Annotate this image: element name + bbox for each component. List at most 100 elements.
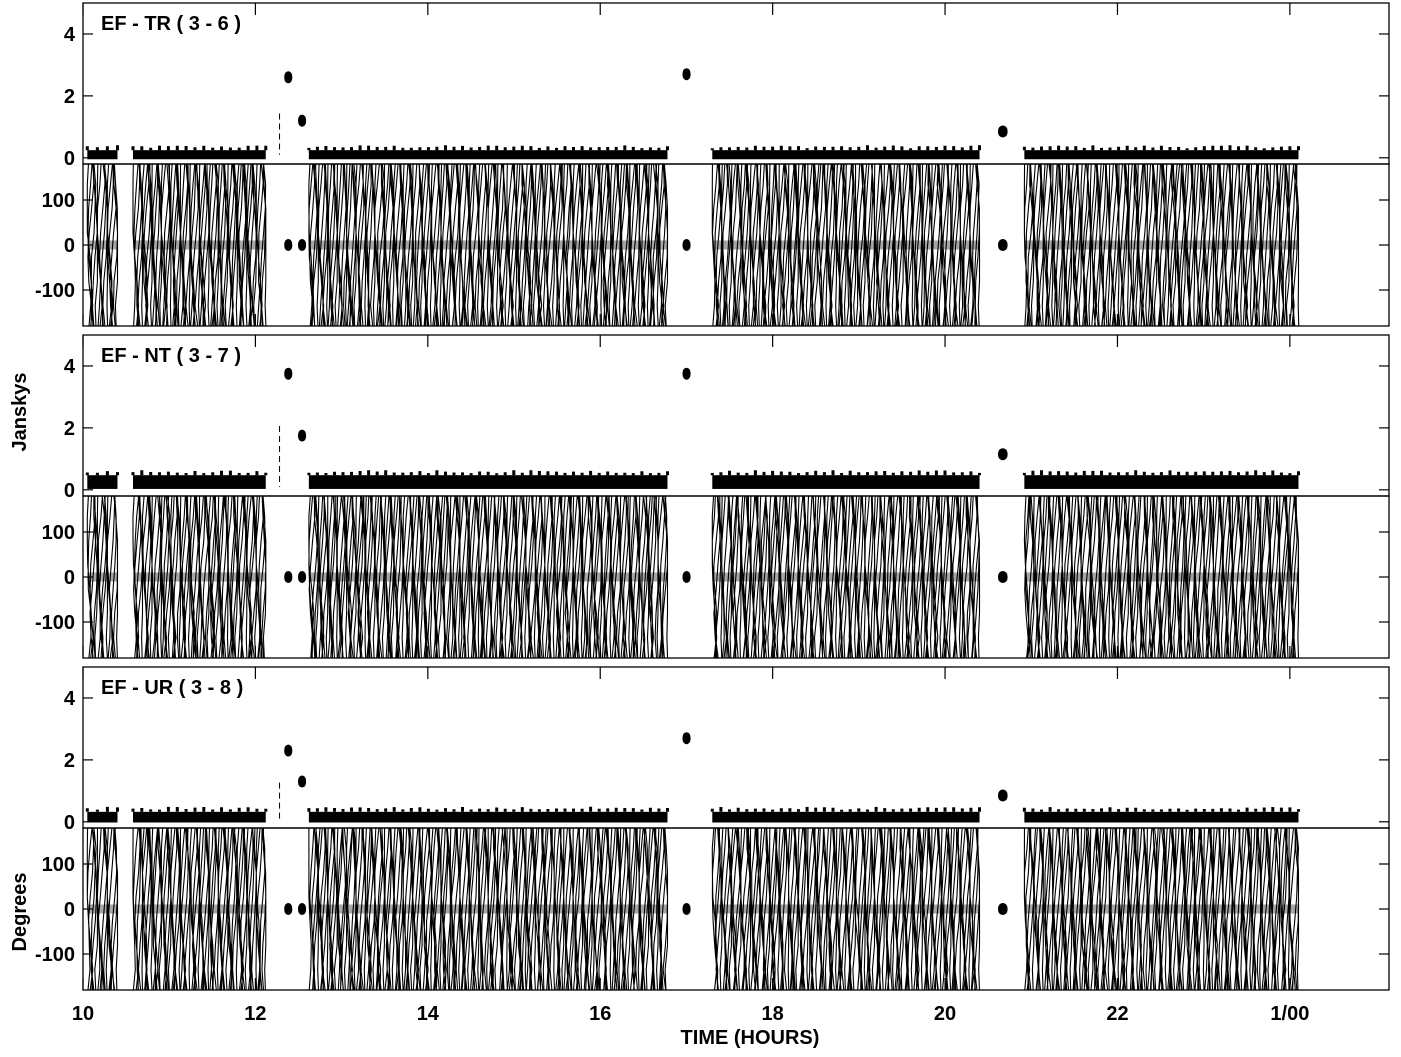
target-amplitude-band <box>87 475 118 489</box>
target-phase-trace <box>308 828 669 990</box>
y-axis-label-amplitude: Janskys <box>9 373 31 452</box>
panel-1: 0 2 4 -100 0 100 EF - TR ( 3 - 6 ) <box>35 2 1390 327</box>
calibrator-amplitude-point <box>298 429 307 442</box>
calibrator-amplitude-point <box>998 448 1008 461</box>
target-phase-core <box>132 904 266 914</box>
y-axis-label-phase: Degrees <box>9 873 31 952</box>
amplitude-tick-label: 4 <box>64 688 76 710</box>
calibrator-phase-point <box>682 571 691 583</box>
phase-tick-label: -100 <box>35 944 75 966</box>
target-amplitude-band <box>87 150 118 160</box>
target-phase-trace <box>132 164 267 326</box>
phase-tick-label: 0 <box>64 899 75 921</box>
calibrator-amplitude-point <box>682 732 691 745</box>
amplitude-frame <box>82 666 1390 829</box>
phase-traces <box>86 496 1300 658</box>
amplitude-tick-label: 2 <box>64 86 75 108</box>
amplitude-tick-label: 0 <box>64 812 75 834</box>
target-amplitude-band <box>308 811 668 823</box>
panel-label: EF - NT ( 3 - 7 ) <box>101 345 241 367</box>
x-tick-label: 14 <box>417 1003 440 1025</box>
target-amplitude-bumps <box>307 145 669 151</box>
panel-3: 0 2 4 -100 0 100 EF - UR ( 3 - 8 ) <box>35 666 1390 991</box>
target-phase-core <box>308 240 668 250</box>
x-tick-label: 20 <box>934 1003 956 1025</box>
target-phase-core <box>87 904 118 914</box>
target-amplitude-bumps <box>85 806 119 812</box>
target-phase-core <box>308 904 668 914</box>
x-tick-label: 1/00 <box>1270 1003 1309 1025</box>
amplitude-tick-label: 4 <box>64 356 76 378</box>
target-amplitude-bumps <box>307 470 669 476</box>
panel-label: EF - TR ( 3 - 6 ) <box>101 13 241 35</box>
x-tick-label: 12 <box>244 1003 266 1025</box>
phase-traces <box>86 828 1300 990</box>
x-tick-label: 22 <box>1106 1003 1128 1025</box>
amplitude-frame <box>82 334 1390 497</box>
target-amplitude-bumps <box>710 806 981 812</box>
x-axis-label: TIME (HOURS) <box>681 1027 820 1049</box>
target-amplitude-bumps <box>131 470 268 476</box>
amplitude-tick-label: 4 <box>64 24 76 46</box>
target-phase-trace <box>132 496 267 658</box>
calibrator-phase-point <box>284 571 293 583</box>
target-phase-core <box>712 904 980 914</box>
target-amplitude-band <box>712 811 980 823</box>
x-tick-label: 10 <box>72 1003 94 1025</box>
target-phase-core <box>1024 240 1299 250</box>
target-amplitude-band <box>1024 150 1299 160</box>
target-phase-trace <box>132 828 267 990</box>
calibrator-amplitude-point <box>284 367 293 380</box>
calibrator-phase-point <box>998 571 1008 583</box>
target-phase-trace <box>308 164 669 326</box>
target-amplitude-bumps <box>1022 145 1300 151</box>
target-amplitude-band <box>87 811 118 823</box>
target-amplitude-bumps <box>1022 807 1300 812</box>
calibrator-phase-point <box>298 903 307 915</box>
calibrator-amplitude-point <box>682 367 691 380</box>
phase-tick-label: 100 <box>42 522 75 544</box>
target-amplitude-band <box>1024 811 1299 823</box>
target-amplitude-band <box>1024 475 1299 489</box>
target-phase-core <box>1024 904 1299 914</box>
target-phase-trace <box>1023 164 1300 326</box>
amplitude-tick-label: 2 <box>64 418 75 440</box>
target-amplitude-band <box>712 475 980 489</box>
target-amplitude-bumps <box>710 145 981 151</box>
target-phase-core <box>132 572 266 582</box>
phase-tick-label: 100 <box>42 854 75 876</box>
calibrator-amplitude-point <box>998 125 1008 138</box>
target-phase-trace <box>308 496 669 658</box>
amplitude-frame <box>82 2 1390 165</box>
calibrator-phase-point <box>998 239 1008 251</box>
target-amplitude-band <box>132 811 266 823</box>
calibrator-phase-point <box>682 239 691 251</box>
target-phase-trace <box>711 164 981 326</box>
phase-tick-label: 0 <box>64 567 75 589</box>
calibrator-amplitude-point <box>284 744 293 757</box>
calibrator-phase-point <box>298 239 307 251</box>
target-phase-trace <box>1023 828 1300 990</box>
target-amplitude-band <box>132 150 266 160</box>
target-amplitude-bumps <box>131 806 268 812</box>
amplitude-tick-label: 0 <box>64 148 75 170</box>
target-amplitude-bumps <box>307 806 669 812</box>
calibrator-amplitude-point <box>998 789 1008 802</box>
panel-label: EF - UR ( 3 - 8 ) <box>101 677 243 699</box>
x-tick-label: 18 <box>762 1003 784 1025</box>
phase-tick-label: 100 <box>42 190 75 212</box>
calibrator-amplitude-point <box>284 71 293 84</box>
amplitude-tick-label: 0 <box>64 480 75 502</box>
target-amplitude-band <box>712 150 980 160</box>
calibrator-amplitude-point <box>298 114 307 127</box>
target-amplitude-band <box>308 475 668 489</box>
calibrator-phase-point <box>298 571 307 583</box>
calibrator-amplitude-point <box>682 68 691 81</box>
target-phase-core <box>712 240 980 250</box>
calibrator-phase-point <box>998 903 1008 915</box>
x-tick-label: 16 <box>589 1003 611 1025</box>
target-amplitude-band <box>308 150 668 160</box>
target-phase-core <box>712 572 980 582</box>
